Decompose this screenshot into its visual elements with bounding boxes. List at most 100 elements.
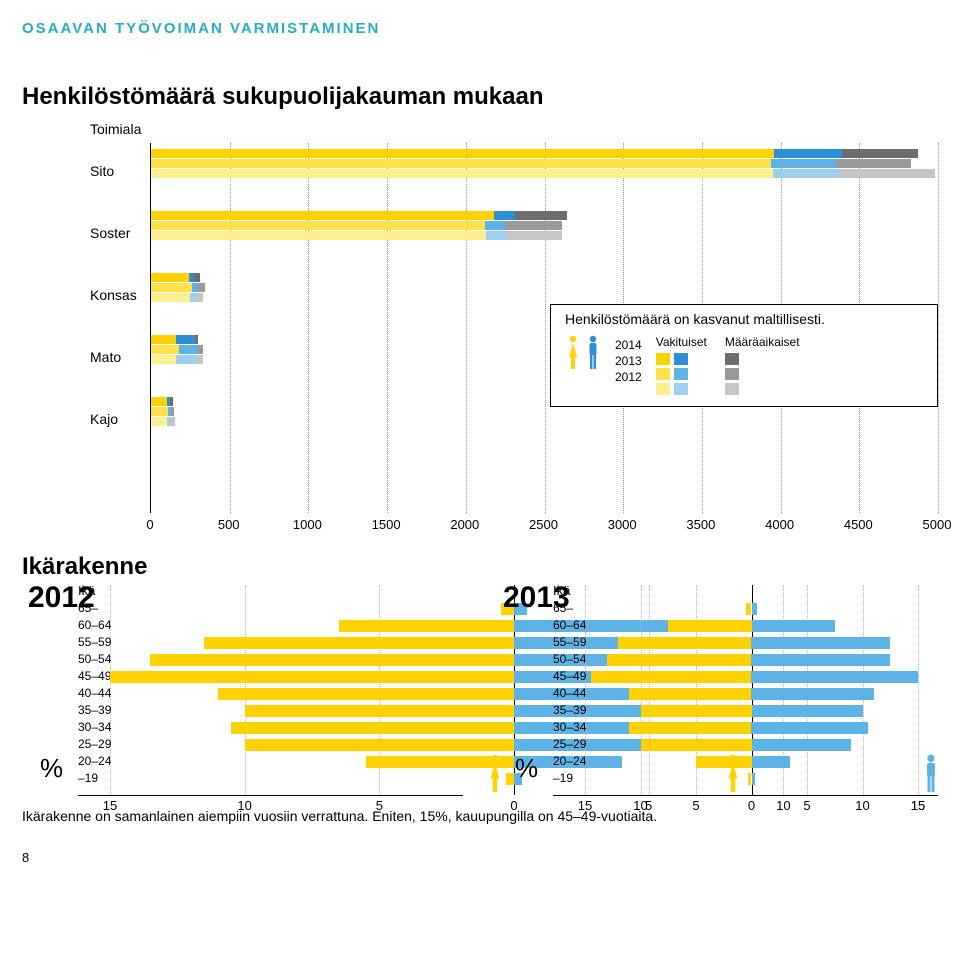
legend-swatch <box>674 368 688 380</box>
age-row-label: 20–24 <box>553 754 597 768</box>
pyramid-row: 2012 % Ikä1510505101565–60–6455–5950–544… <box>22 585 938 796</box>
bar-segment <box>836 159 912 168</box>
legend-swatch <box>725 383 739 395</box>
ikarakenne-title: Ikärakenne <box>22 553 938 581</box>
pyr-x-tick: 10 <box>776 798 790 813</box>
bar-segment <box>179 345 198 354</box>
bar-segment <box>507 231 562 240</box>
pyramid-bar-male <box>752 603 758 615</box>
bar-segment <box>505 221 562 230</box>
category-label: Mato <box>90 349 146 365</box>
bar-segment <box>486 231 506 240</box>
pyramid-bar-male <box>752 722 869 734</box>
bar-segment <box>151 149 774 158</box>
legend-swatch <box>656 383 670 395</box>
legend-year: 2013 <box>615 353 642 369</box>
bar-segment <box>774 149 842 158</box>
bar-segment <box>151 397 167 406</box>
bar-segment <box>494 211 514 220</box>
bar-segment <box>151 221 485 230</box>
male-icon <box>922 753 940 793</box>
pyramid-bar-female <box>339 620 514 632</box>
bar-segment <box>771 159 836 168</box>
age-row-label: 35–39 <box>553 703 597 717</box>
pyr-x-tick: 10 <box>633 798 647 813</box>
pyramid-bar-female <box>607 654 751 666</box>
legend-swatch-row <box>725 383 800 395</box>
x-tick: 2000 <box>450 517 479 532</box>
annotation-text: Henkilöstömäärä on kasvanut maltillisest… <box>565 311 927 327</box>
pyr-x-tick: 15 <box>103 798 117 813</box>
female-icon <box>565 335 581 369</box>
legend-swatch <box>725 368 739 380</box>
x-tick: 4000 <box>765 517 794 532</box>
age-row-label: 40–44 <box>78 686 122 700</box>
age-row-label: 65– <box>553 601 597 615</box>
ikarakenne-footnote: Ikärakenne on samanlainen aiempiin vuosi… <box>22 808 938 824</box>
legend-head-maaraaikaiset: Määräaikaiset <box>725 335 800 349</box>
pyr-x-tick: 5 <box>376 798 383 813</box>
x-tick: 3000 <box>608 517 637 532</box>
pyramid-bar-male <box>752 739 852 751</box>
pyramid-bar-male <box>752 756 791 768</box>
x-tick: 500 <box>218 517 240 532</box>
pyramid-bar-female <box>110 671 514 683</box>
category-label: Sito <box>90 163 146 179</box>
pyramid-bar-male <box>752 705 863 717</box>
age-row-label: –19 <box>553 771 597 785</box>
category-label: Soster <box>90 225 146 241</box>
pyramid-bar-female <box>591 671 752 683</box>
bar-segment <box>198 345 203 354</box>
pyr-x-tick: 10 <box>855 798 869 813</box>
toimiala-axis-label: Toimiala <box>90 121 938 137</box>
x-tick: 2500 <box>529 517 558 532</box>
male-icon <box>585 335 601 369</box>
bar-segment <box>151 407 168 416</box>
legend-year: 2014 <box>615 337 642 353</box>
pyr-x-tick: 15 <box>578 798 592 813</box>
age-row-label: 20–24 <box>78 754 122 768</box>
pyramid-bar-female <box>641 739 752 751</box>
x-tick: 0 <box>146 517 153 532</box>
bar-segment <box>198 355 203 364</box>
x-tick: 3500 <box>686 517 715 532</box>
category-label: Kajo <box>90 411 146 427</box>
age-row-label: 55–59 <box>78 635 122 649</box>
pyramid-bar-female <box>245 705 514 717</box>
legend-swatch-row <box>725 368 800 380</box>
legend-year: 2012 <box>615 369 642 385</box>
pyr-x-tick: 5 <box>692 798 699 813</box>
bar-chart-title: Henkilöstömäärä sukupuolijakauman mukaan <box>22 83 938 111</box>
bar-segment <box>198 283 204 292</box>
annotation-legend-box: Henkilöstömäärä on kasvanut maltillisest… <box>550 304 938 407</box>
bar-segment <box>151 417 167 426</box>
age-row-label: 50–54 <box>78 652 122 666</box>
age-row-label: 25–29 <box>78 737 122 751</box>
pyr-x-tick: 15 <box>911 798 925 813</box>
age-row-label: 35–39 <box>78 703 122 717</box>
age-row-label: 60–64 <box>78 618 122 632</box>
ika-head: Ikä <box>553 583 570 598</box>
pyramid-bar-female <box>641 705 752 717</box>
pyramid-bar-male <box>752 671 907 683</box>
pyramid-bar-female <box>231 722 514 734</box>
bar-segment <box>151 293 190 302</box>
bar-segment <box>176 355 198 364</box>
legend-swatch <box>656 368 670 380</box>
bar-segment <box>151 211 494 220</box>
bar-segment <box>151 335 176 344</box>
bar-segment <box>197 293 203 302</box>
age-row-label: 25–29 <box>553 737 597 751</box>
age-row-label: 55–59 <box>553 635 597 649</box>
ika-head: Ikä <box>78 583 95 598</box>
bar-segment <box>151 169 773 178</box>
bar-segment <box>773 169 841 178</box>
pyramid-bar-female <box>218 688 514 700</box>
legend-swatch-row <box>656 353 707 365</box>
legend-swatch <box>674 383 688 395</box>
female-icon <box>724 753 742 793</box>
legend-swatch-row <box>656 368 707 380</box>
age-row-label: –19 <box>78 771 122 785</box>
bar-segment <box>840 169 934 178</box>
pyramid-bar-female <box>245 739 514 751</box>
